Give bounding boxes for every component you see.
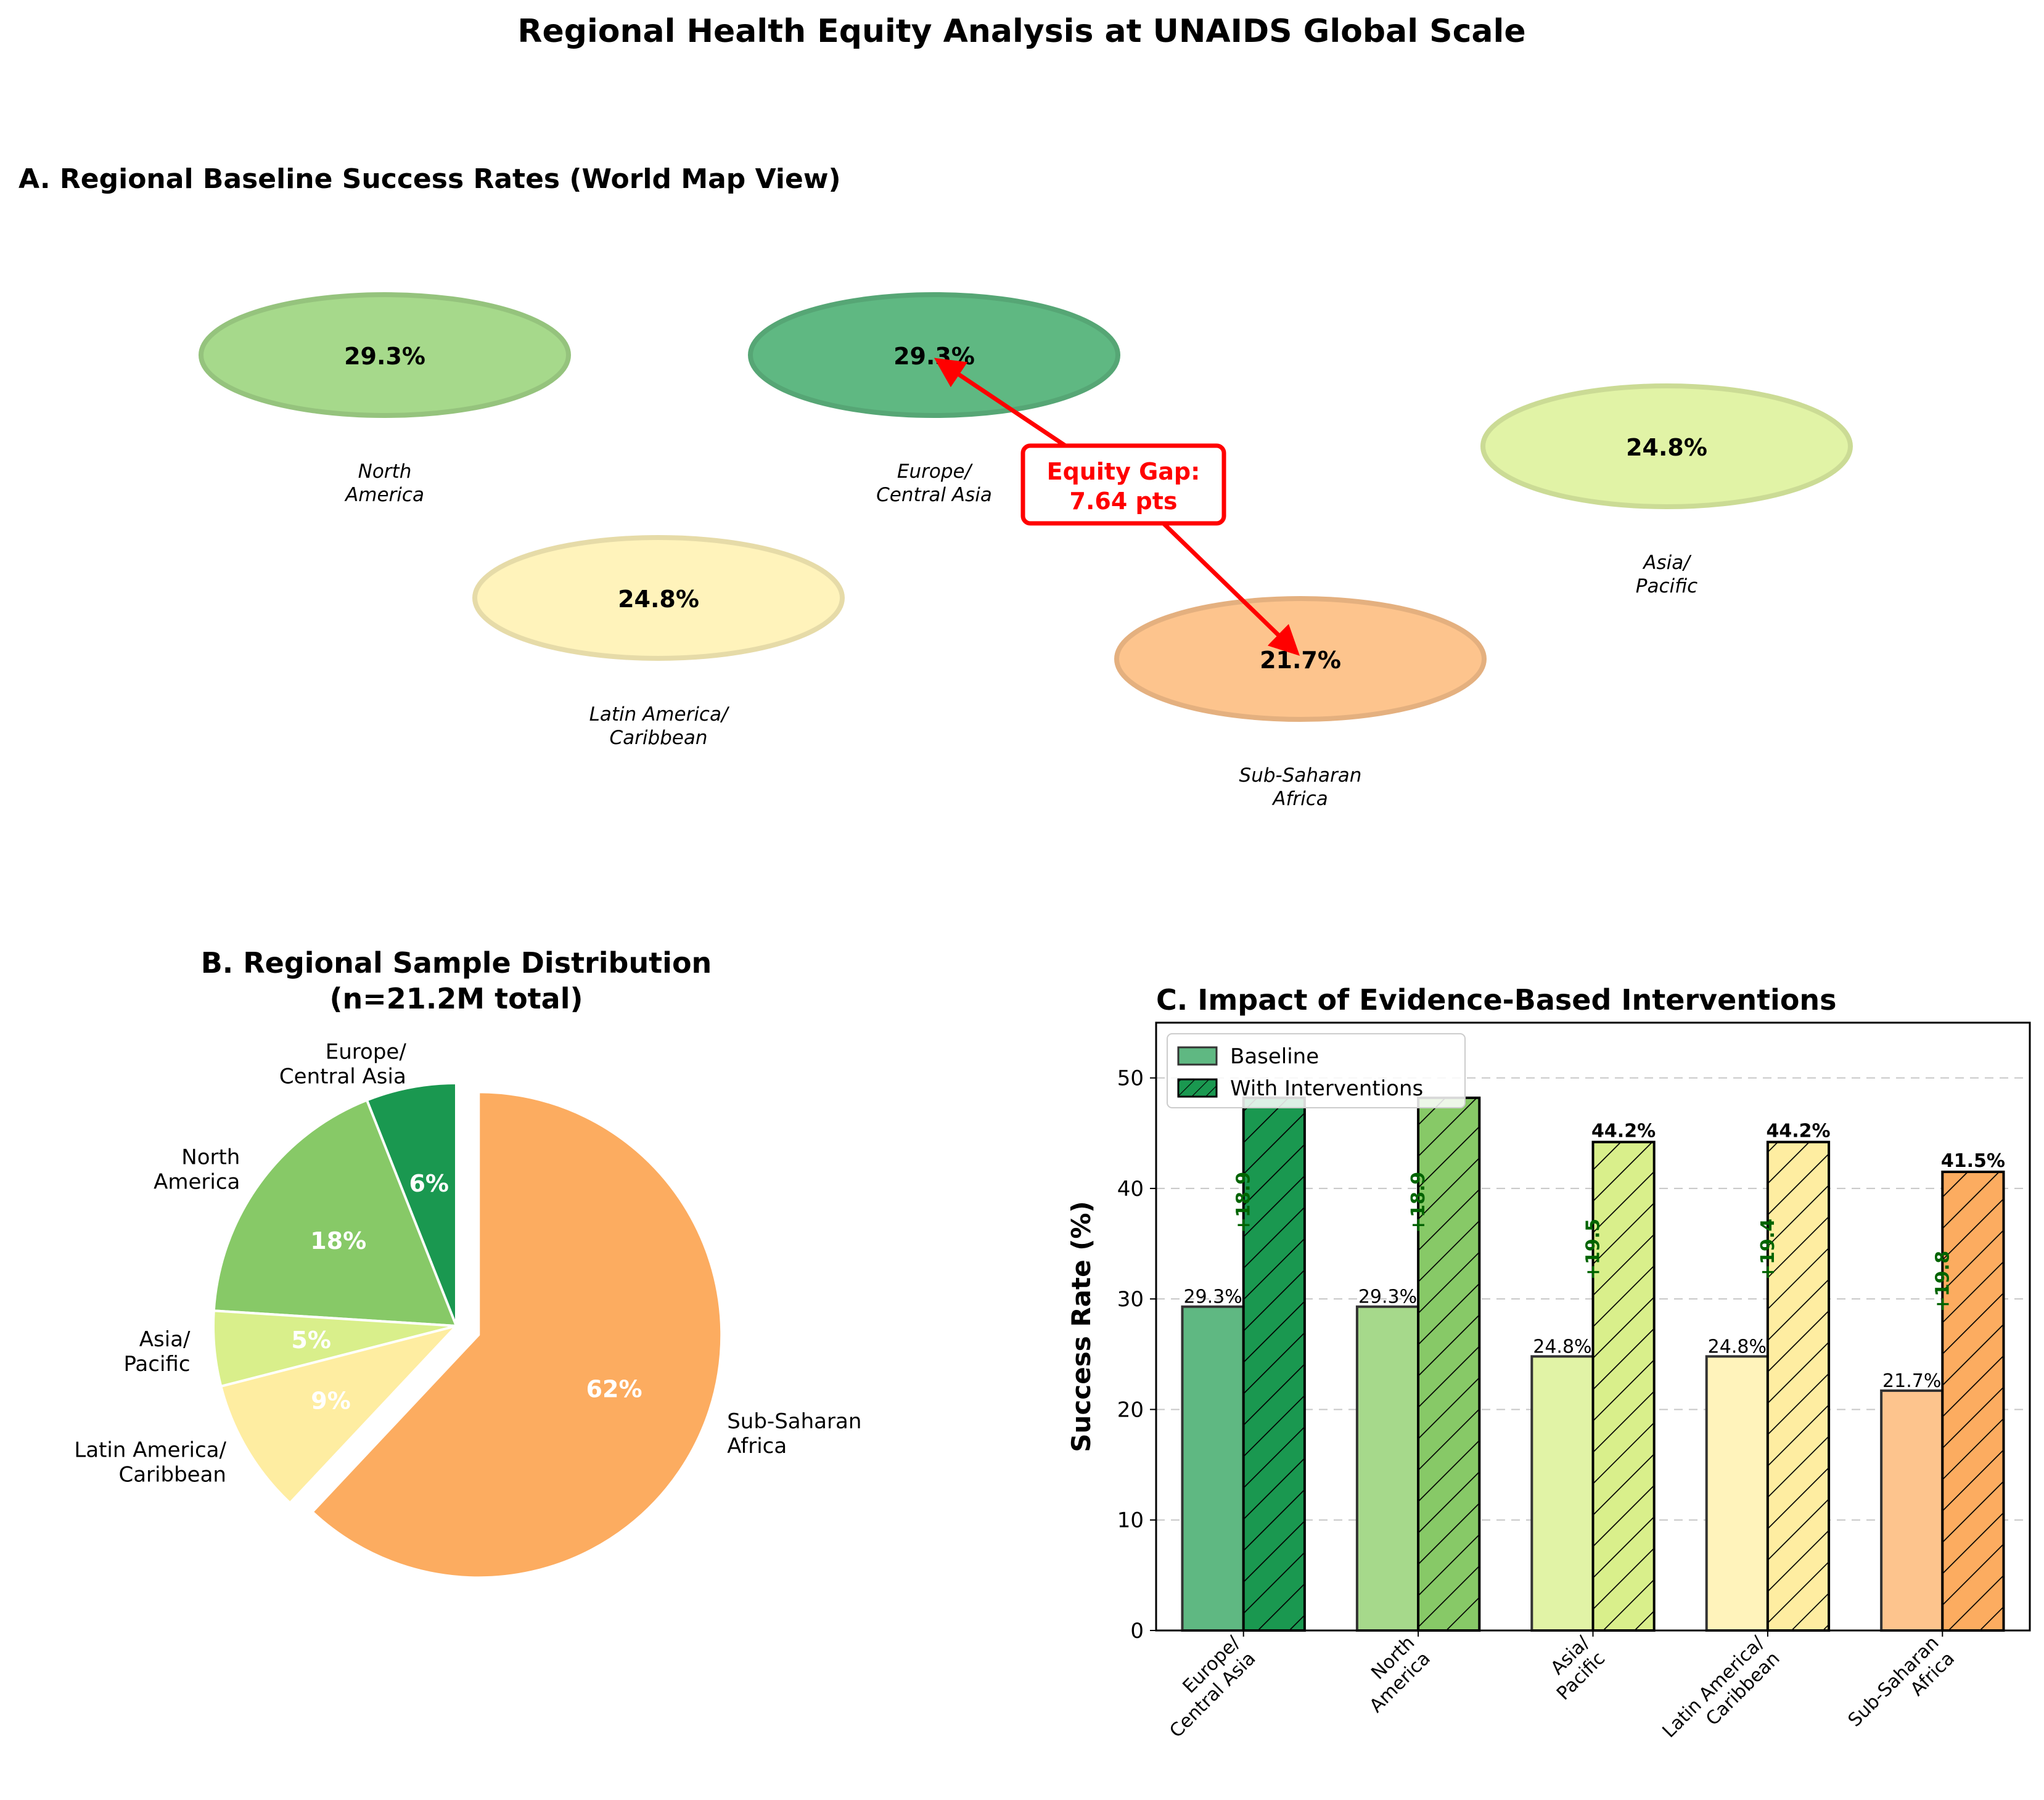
y-tick-label-20: 20	[1117, 1397, 1144, 1422]
bar-intervention-north-america	[1417, 1096, 1481, 1632]
map-region-latin-america-caribbean: 24.8% Latin America/Caribbean	[472, 535, 845, 749]
map-label-north-america-1: North	[358, 460, 412, 483]
figure-title: Regional Health Equity Analysis at UNAID…	[517, 13, 1525, 50]
pie-pct-latin-america-caribbean: 9%	[311, 1387, 351, 1414]
map-label-asia-pacific-2: Pacific	[1636, 575, 1697, 597]
bar-layer: 0 10 20 30 40 50 Success Rate (%) 29.3% +18.9 Eur…	[1066, 1021, 2031, 1758]
legend-box	[1167, 1033, 1466, 1108]
y-axis-label: Success Rate (%)	[1066, 1201, 1096, 1452]
pie-label-latin-america-caribbean-1: Latin America/	[74, 1438, 226, 1463]
bar-baseline-north-america	[1355, 1305, 1420, 1632]
panel-c-bars: C. Impact of Evidence-Based Intervention…	[1066, 983, 2031, 1758]
x-tick-label-europe-central-asia: Europe/Central Asia	[1150, 1632, 1260, 1742]
bar-intervention-label-asia-pacific: 44.2%	[1591, 1121, 1656, 1142]
bar-baseline-label-asia-pacific: 24.8%	[1533, 1336, 1591, 1357]
y-tick-label-40: 40	[1117, 1177, 1144, 1201]
map-region-asia-pacific: 24.8% Asia/Pacific	[1480, 383, 1853, 597]
map-ellipse-europe-central-asia	[748, 292, 1120, 418]
x-tick-label-asia-pacific: Asia/Pacific	[1537, 1632, 1610, 1704]
pie-layer: 6% Europe/Central Asia 18% NorthAmerica 5% As…	[74, 1039, 861, 1579]
bar-intervention-asia-pacific	[1591, 1140, 1656, 1632]
pie-label-sub-saharan-africa-2: Africa	[727, 1434, 787, 1458]
equity-gap-box	[1020, 443, 1226, 526]
pie-pct-asia-pacific: 5%	[291, 1327, 331, 1354]
y-tick-label-30: 30	[1117, 1287, 1144, 1312]
bar-baseline-latin-america-caribbean	[1705, 1355, 1769, 1632]
equity-gap-label-line-1: Equity Gap:	[1047, 458, 1201, 485]
legend-label-baseline: Baseline	[1230, 1044, 1319, 1069]
pie-label-latin-america-caribbean-2: Caribbean	[118, 1463, 226, 1487]
pie-slice-sub-saharan-africa	[310, 1090, 723, 1579]
bar-baseline-label-europe-central-asia: 29.3%	[1183, 1287, 1242, 1308]
bar-intervention-label-latin-america-caribbean: 44.2%	[1766, 1121, 1830, 1142]
y-tick-label-50: 50	[1117, 1066, 1144, 1091]
panel-a-title: A. Regional Baseline Success Rates (Worl…	[18, 163, 841, 195]
map-label-europe-central-asia-2: Central Asia	[876, 484, 992, 506]
map-label-sub-saharan-africa-2: Africa	[1271, 788, 1328, 810]
equity-gap-label-line-2: 7.64 pts	[1070, 488, 1178, 515]
map-ellipse-north-america	[199, 292, 571, 418]
bar-intervention-sub-saharan-africa	[1941, 1171, 2005, 1632]
map-region-europe-central-asia: 29.3% Europe/Central Asia	[748, 292, 1120, 506]
pie-pct-north-america: 18%	[310, 1227, 366, 1254]
pie-label-north-america-1: North	[181, 1145, 240, 1169]
legend-swatch-baseline	[1177, 1046, 1218, 1066]
y-tick-label-10: 10	[1117, 1508, 1144, 1533]
map-value-north-america: 29.3%	[344, 343, 425, 370]
pie-label-asia-pacific-1: Asia/	[139, 1327, 191, 1352]
panel-b-pie: B. Regional Sample Distribution (n=21.2M…	[74, 946, 861, 1579]
legend-label-intervention: With Interventions	[1230, 1076, 1423, 1101]
map-value-sub-saharan-africa: 21.7%	[1260, 647, 1341, 674]
pie-pct-europe-central-asia: 6%	[409, 1170, 449, 1197]
panel-b-title-line-1: B. Regional Sample Distribution	[201, 946, 712, 980]
gain-label-asia-pacific: +19.5	[1583, 1219, 1604, 1280]
map-ellipse-sub-saharan-africa	[1114, 596, 1487, 722]
map-label-north-america-2: America	[344, 484, 424, 506]
map-label-europe-central-asia-1: Europe/	[897, 460, 974, 483]
plot-frame	[1155, 1021, 2031, 1632]
map-region-north-america: 29.3% NorthAmerica	[199, 292, 571, 506]
pie-label-europe-central-asia-2: Central Asia	[279, 1064, 406, 1089]
gain-label-europe-central-asia: +18.9	[1233, 1172, 1255, 1233]
bar-intervention-label-sub-saharan-africa: 41.5%	[1941, 1150, 2005, 1172]
map-ellipse-asia-pacific	[1480, 383, 1853, 509]
map-layer: 29.3% NorthAmerica 29.3% Europe/Central Asi…	[199, 292, 1853, 810]
pie-label-sub-saharan-africa-1: Sub-Saharan	[727, 1409, 861, 1434]
pie-slice-latin-america-caribbean	[219, 1323, 461, 1505]
map-ellipse-latin-america-caribbean	[472, 535, 845, 661]
bar-baseline-label-north-america: 29.3%	[1358, 1287, 1417, 1308]
x-tick-label-sub-saharan-africa: Sub-SaharanAfrica	[1844, 1632, 1959, 1747]
map-label-latin-america-caribbean-1: Latin America/	[589, 703, 730, 726]
panel-c-title: C. Impact of Evidence-Based Intervention…	[1156, 983, 1837, 1017]
bar-baseline-sub-saharan-africa	[1880, 1389, 1944, 1632]
map-label-asia-pacific-1: Asia/	[1642, 552, 1692, 574]
panel-a-map: A. Regional Baseline Success Rates (Worl…	[18, 163, 1853, 810]
y-tick-label-0: 0	[1130, 1619, 1144, 1643]
gain-label-latin-america-caribbean: +19.4	[1757, 1219, 1779, 1280]
map-region-sub-saharan-africa: 21.7% Sub-SaharanAfrica	[1114, 596, 1487, 810]
map-label-latin-america-caribbean-2: Caribbean	[609, 727, 707, 749]
map-value-latin-america-caribbean: 24.8%	[618, 586, 699, 613]
pie-label-europe-central-asia-1: Europe/	[326, 1039, 407, 1064]
pie-label-north-america-2: America	[154, 1169, 240, 1194]
bar-intervention-latin-america-caribbean	[1766, 1140, 1831, 1632]
bar-baseline-asia-pacific	[1530, 1355, 1595, 1632]
map-value-europe-central-asia: 29.3%	[893, 343, 975, 370]
panel-b-title-line-2: (n=21.2M total)	[329, 982, 583, 1015]
bar-baseline-label-latin-america-caribbean: 24.8%	[1708, 1336, 1767, 1357]
legend-swatch-intervention	[1177, 1078, 1218, 1098]
gain-label-sub-saharan-africa: +19.8	[1932, 1251, 1953, 1312]
pie-slice-north-america	[212, 1098, 459, 1328]
pie-slice-europe-central-asia	[365, 1081, 458, 1327]
x-tick-label-north-america: NorthAmerica	[1350, 1632, 1435, 1717]
bar-baseline-label-sub-saharan-africa: 21.7%	[1882, 1370, 1941, 1392]
map-value-asia-pacific: 24.8%	[1626, 434, 1707, 461]
pie-pct-sub-saharan-africa: 62%	[586, 1375, 642, 1402]
x-tick-label-latin-america-caribbean: Latin America/Caribbean	[1659, 1632, 1785, 1758]
map-label-sub-saharan-africa-1: Sub-Saharan	[1239, 764, 1362, 787]
pie-label-asia-pacific-2: Pacific	[123, 1352, 190, 1377]
bar-baseline-europe-central-asia	[1181, 1305, 1245, 1632]
gain-label-north-america: +18.9	[1408, 1172, 1429, 1233]
